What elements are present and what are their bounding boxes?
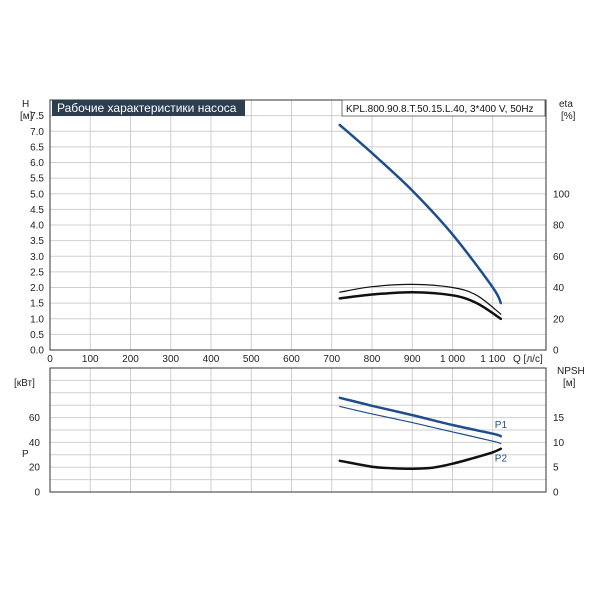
p-tick-label: 40 — [29, 438, 41, 449]
bottom-series-line-0 — [338, 396, 503, 438]
top-chart-grid — [50, 100, 546, 350]
h-tick-label: 3.5 — [30, 236, 44, 247]
x-tick-label: 600 — [283, 354, 300, 365]
h-tick-label: 5.0 — [30, 189, 44, 200]
top-series-line-2 — [339, 283, 502, 315]
model-box — [341, 99, 546, 117]
bottom-chart-series: P1 P2 — [338, 396, 508, 470]
h-tick-label: 7.0 — [30, 127, 44, 138]
h-tick-label: 7.5 — [30, 111, 44, 122]
top-chart-series — [338, 123, 503, 321]
p-tick-label: 20 — [29, 463, 41, 474]
bottom-chart-ticks: 0 20 40 60 0 5 10 15 — [29, 413, 565, 498]
x-tick-label: 900 — [404, 354, 421, 365]
p-tick-label: 0 — [34, 488, 40, 499]
h-tick-label: 0.5 — [30, 330, 44, 341]
p-tick-label: 60 — [29, 413, 41, 424]
top-series-line-1 — [338, 290, 503, 321]
series-label-p1: P1 — [495, 420, 508, 431]
h-axis-unit: [м] — [20, 111, 33, 122]
bottom-chart-frame — [49, 367, 547, 493]
h-tick-label: 2.0 — [30, 283, 44, 294]
npsh-axis-label: NPSH — [557, 366, 585, 377]
x-tick-label: 700 — [323, 354, 340, 365]
x-tick-label: 200 — [122, 354, 139, 365]
x-tick-label: 100 — [82, 354, 99, 365]
npsh-tick-label: 15 — [553, 413, 565, 424]
eta-tick-label: 80 — [553, 221, 565, 232]
h-tick-label: 1.0 — [30, 314, 44, 325]
chart-title: Рабочие характеристики насоса — [57, 101, 237, 115]
h-axis-label: H — [22, 99, 29, 110]
title-box — [52, 100, 245, 116]
h-tick-label: 6.5 — [30, 142, 44, 153]
x-tick-label: 500 — [243, 354, 260, 365]
h-tick-label: 5.5 — [30, 174, 44, 185]
x-tick-label: 400 — [203, 354, 220, 365]
x-tick-label: 800 — [364, 354, 381, 365]
eta-tick-label: 0 — [553, 346, 559, 357]
npsh-tick-label: 5 — [553, 463, 559, 474]
eta-tick-label: 20 — [553, 314, 565, 325]
p-axis-unit: [кВт] — [14, 378, 35, 389]
pump-model-label: KPL.800.90.8.T.50.15.L.40, 3*400 V, 50Hz — [346, 104, 534, 115]
h-tick-label: 1.5 — [30, 299, 44, 310]
bottom-chart-grid — [50, 368, 546, 492]
h-tick-label: 0.0 — [30, 346, 44, 357]
npsh-axis-unit: [м] — [563, 378, 576, 389]
eta-axis-label: eta — [559, 99, 573, 110]
q-axis-label: Q [л/с] — [513, 354, 543, 365]
p-axis-label: P — [22, 449, 29, 460]
h-tick-label: 4.0 — [30, 221, 44, 232]
bottom-series-line-1 — [339, 405, 502, 445]
x-tick-label: 1 100 — [480, 354, 505, 365]
eta-tick-label: 40 — [553, 283, 565, 294]
h-tick-label: 6.0 — [30, 158, 44, 169]
eta-tick-label: 100 — [553, 189, 570, 200]
eta-tick-label: 60 — [553, 252, 565, 263]
series-label-p2: P2 — [495, 454, 508, 465]
x-tick-label: 300 — [162, 354, 179, 365]
h-tick-label: 4.5 — [30, 205, 44, 216]
top-chart-ticks: 0 100 200 300 400 500 600 700 800 900 1 000 1 1000.… — [30, 111, 570, 365]
h-tick-label: 2.5 — [30, 267, 44, 278]
x-tick-label: 0 — [47, 354, 53, 365]
x-tick-label: 1 000 — [440, 354, 465, 365]
eta-axis-unit: [%] — [561, 111, 576, 122]
top-chart-frame — [49, 99, 547, 351]
npsh-tick-label: 0 — [553, 488, 559, 499]
h-tick-label: 3.0 — [30, 252, 44, 263]
bottom-series-line-2 — [338, 447, 503, 470]
npsh-tick-label: 10 — [553, 438, 565, 449]
top-series-line-0 — [338, 123, 503, 305]
